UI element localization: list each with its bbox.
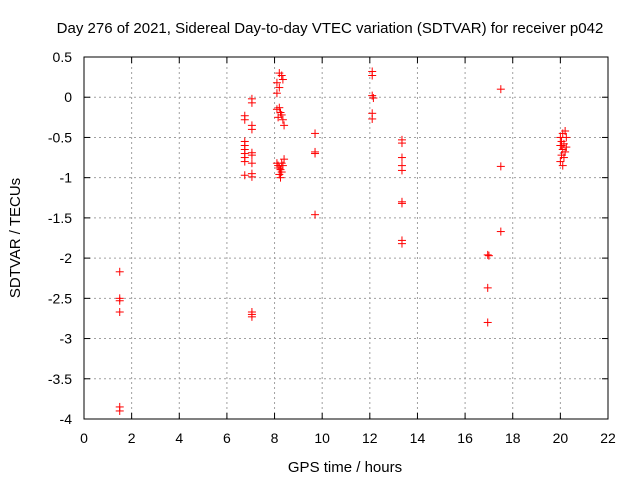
y-tick-label: -0.5	[48, 129, 72, 145]
data-point	[280, 155, 289, 164]
data-point	[483, 283, 492, 292]
data-point	[483, 318, 492, 327]
data-point	[247, 98, 256, 107]
data-point	[278, 115, 287, 124]
y-tick-label: -2.5	[48, 290, 72, 306]
data-point	[277, 71, 286, 80]
data-point	[115, 406, 124, 415]
x-tick-label: 8	[271, 430, 279, 446]
y-tick-label: 0	[64, 89, 72, 105]
data-point	[397, 166, 406, 175]
data-point	[397, 199, 406, 208]
data-point	[247, 159, 256, 168]
data-point	[556, 157, 565, 166]
x-tick-label: 12	[362, 430, 378, 446]
x-tick-label: 2	[128, 430, 136, 446]
data-point	[483, 250, 492, 259]
data-point	[275, 170, 284, 179]
chart-title: Day 276 of 2021, Sidereal Day-to-day VTE…	[57, 20, 604, 37]
x-tick-label: 6	[223, 430, 231, 446]
x-tick-label: 18	[505, 430, 521, 446]
x-tick-label: 10	[314, 430, 330, 446]
data-point	[240, 115, 249, 124]
data-points	[115, 67, 571, 415]
data-point	[311, 129, 320, 138]
x-tick-label: 0	[80, 430, 88, 446]
data-point	[272, 89, 281, 98]
data-point	[278, 75, 287, 84]
data-point	[397, 139, 406, 148]
data-point	[247, 312, 256, 321]
data-point	[275, 103, 284, 112]
data-point	[247, 151, 256, 160]
data-point	[311, 149, 320, 158]
data-point	[397, 153, 406, 162]
data-point	[484, 251, 493, 260]
data-point	[272, 78, 281, 87]
data-point	[368, 71, 377, 80]
y-tick-label: -1	[60, 170, 73, 186]
y-tick-label: -4	[60, 411, 73, 427]
data-point	[397, 239, 406, 248]
data-point	[496, 162, 505, 171]
data-point	[558, 161, 567, 170]
y-tick-label: 0.5	[53, 49, 73, 65]
x-tick-label: 14	[410, 430, 426, 446]
x-tick-label: 16	[457, 430, 473, 446]
data-point	[275, 83, 284, 92]
data-point	[311, 210, 320, 219]
data-point	[247, 125, 256, 134]
grid-lines	[84, 57, 608, 419]
y-tick-label: -3	[60, 331, 73, 347]
y-tick-label: -1.5	[48, 210, 72, 226]
data-point	[561, 127, 570, 136]
data-point	[274, 113, 283, 122]
data-point	[562, 143, 571, 152]
y-axis-label: SDTVAR / TECUs	[7, 178, 24, 298]
data-point	[240, 171, 249, 180]
data-point	[559, 153, 568, 162]
data-point	[496, 85, 505, 94]
data-point	[240, 157, 249, 166]
data-point	[115, 296, 124, 305]
plot-frame	[83, 56, 609, 420]
data-point	[115, 308, 124, 317]
data-point	[280, 121, 289, 130]
data-point	[277, 159, 286, 168]
data-point	[368, 114, 377, 123]
axis-ticks: 0 2 4 6 8 10 12 14 16 18 20 22 0.5 0 -0.5 -1 -1.5 -2 -2.5 -…	[48, 49, 616, 446]
data-point	[276, 173, 285, 182]
data-point	[115, 267, 124, 276]
data-point	[561, 147, 570, 156]
data-point	[369, 94, 378, 103]
data-point	[496, 227, 505, 236]
data-point	[557, 141, 566, 150]
x-tick-label: 20	[553, 430, 569, 446]
data-point	[562, 133, 571, 142]
y-tick-label: -3.5	[48, 371, 72, 387]
data-point	[247, 172, 256, 181]
x-axis-label: GPS time / hours	[288, 459, 402, 476]
x-tick-label: 22	[600, 430, 616, 446]
x-tick-label: 4	[175, 430, 183, 446]
y-tick-label: -2	[60, 250, 73, 266]
